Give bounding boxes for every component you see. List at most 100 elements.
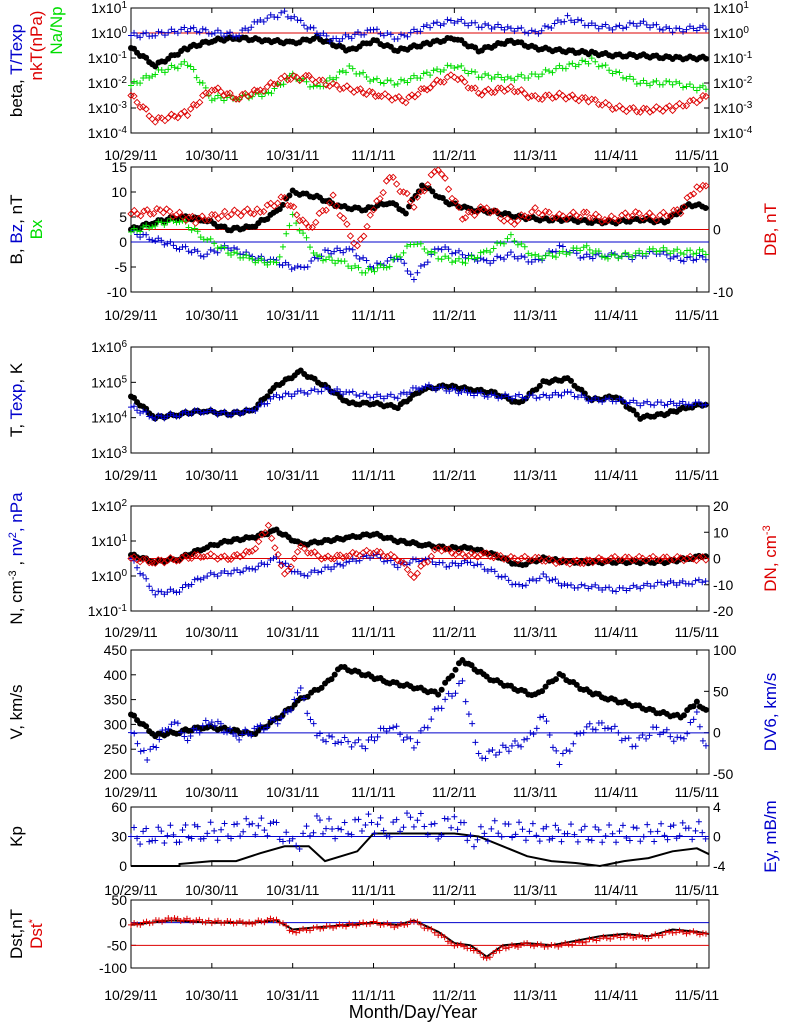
x-tick-label: 11/1/11 xyxy=(351,784,396,800)
data-point xyxy=(231,821,238,828)
data-point xyxy=(651,402,658,409)
data-point xyxy=(676,927,683,934)
data-point xyxy=(521,736,528,743)
data-point xyxy=(699,930,706,937)
data-point xyxy=(279,920,286,927)
data-point xyxy=(276,836,283,843)
data-point xyxy=(337,247,344,254)
data-point xyxy=(423,86,431,94)
data-point xyxy=(470,211,479,219)
data-point xyxy=(426,84,434,92)
data-point xyxy=(421,823,428,830)
panel-frame xyxy=(130,346,710,454)
data-point xyxy=(161,839,168,846)
series-p2-3 xyxy=(127,166,710,250)
data-point xyxy=(667,250,674,257)
data-point xyxy=(670,247,677,254)
data-point xyxy=(559,672,566,679)
data-point xyxy=(552,213,560,222)
data-point xyxy=(629,253,636,260)
data-point xyxy=(455,255,462,262)
data-point xyxy=(504,235,511,242)
data-point xyxy=(303,234,310,241)
data-point xyxy=(552,389,559,396)
data-point xyxy=(514,241,521,248)
data-point xyxy=(345,738,352,745)
x-tick-label: 11/2/11 xyxy=(432,784,477,800)
data-point xyxy=(215,917,222,924)
y-axis-label-2: nkT(nPa) xyxy=(27,11,46,81)
data-point xyxy=(402,99,410,107)
data-point xyxy=(442,696,449,703)
data-point xyxy=(451,19,458,26)
data-point xyxy=(623,400,630,407)
data-point xyxy=(400,824,407,831)
data-point xyxy=(602,396,609,403)
data-point xyxy=(174,720,181,727)
data-point xyxy=(173,245,180,252)
data-point xyxy=(386,725,393,732)
data-point xyxy=(305,71,313,80)
data-point xyxy=(187,732,194,739)
data-point xyxy=(626,585,633,592)
data-point xyxy=(198,212,206,220)
data-point xyxy=(197,576,204,583)
data-point xyxy=(636,932,643,939)
data-point xyxy=(264,393,271,400)
x-tick-label: 11/3/11 xyxy=(513,784,558,800)
data-point xyxy=(658,399,665,406)
data-point xyxy=(536,394,543,401)
data-point xyxy=(207,819,214,826)
y-tick-label: -50 xyxy=(107,937,127,953)
data-point xyxy=(649,245,656,252)
data-point xyxy=(230,920,237,927)
data-point xyxy=(401,922,408,929)
data-point xyxy=(687,247,694,254)
data-point xyxy=(350,239,358,247)
y2-tick-label: 1x10-3 xyxy=(713,100,753,117)
data-point xyxy=(137,34,144,41)
data-point xyxy=(149,73,156,80)
data-point xyxy=(159,918,166,925)
data-point xyxy=(483,247,490,254)
data-point xyxy=(574,16,581,23)
data-point xyxy=(386,263,393,270)
data-point xyxy=(626,104,634,113)
data-point xyxy=(488,25,495,32)
data-point xyxy=(326,732,333,739)
data-point xyxy=(583,208,591,216)
data-point xyxy=(317,555,326,563)
data-point xyxy=(200,574,207,581)
data-point xyxy=(424,259,431,266)
x-tick-label: 10/29/11 xyxy=(104,882,158,898)
data-point xyxy=(307,244,314,251)
y-tick-label: 450 xyxy=(104,642,128,658)
data-point xyxy=(461,20,468,27)
data-point xyxy=(232,95,240,103)
data-point xyxy=(227,29,234,36)
data-point xyxy=(131,78,138,85)
data-point xyxy=(626,399,633,406)
data-point xyxy=(445,690,452,697)
data-point xyxy=(613,839,620,846)
data-point xyxy=(308,387,315,394)
data-point xyxy=(370,394,377,401)
data-point xyxy=(308,257,315,264)
data-point xyxy=(155,28,162,35)
data-point xyxy=(577,255,584,262)
data-point xyxy=(676,80,683,87)
data-point xyxy=(535,209,543,217)
data-point xyxy=(358,827,365,834)
data-point xyxy=(441,545,449,553)
data-point xyxy=(572,939,579,946)
data-point xyxy=(623,587,630,594)
data-point xyxy=(542,66,549,73)
data-point xyxy=(178,61,185,68)
data-point xyxy=(394,556,402,565)
data-point xyxy=(282,390,289,397)
data-point xyxy=(498,574,505,581)
data-point xyxy=(518,253,525,260)
data-point xyxy=(380,921,387,928)
data-point xyxy=(296,927,303,934)
